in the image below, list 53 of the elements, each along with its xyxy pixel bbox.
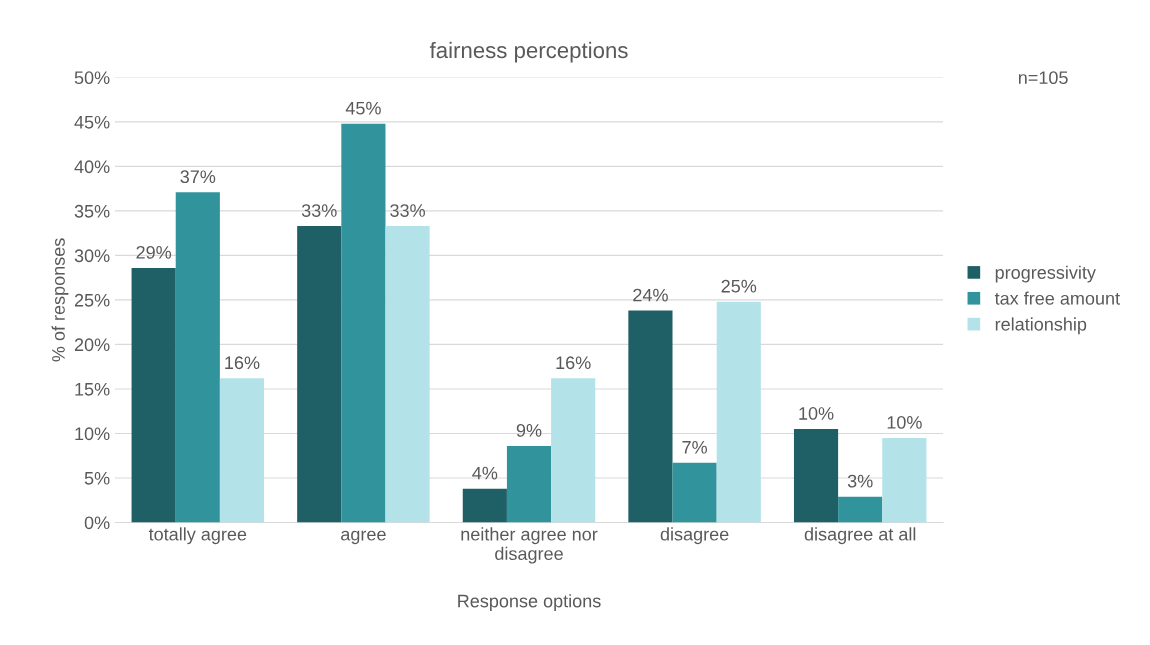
y-tick-label: 10% [75,427,110,441]
x-tick-label: disagree [660,527,729,545]
data-label: 24% [633,288,668,302]
data-label: 10% [887,415,922,429]
x-tick-label: totally agree [148,527,247,545]
data-label: 33% [390,204,425,217]
bar [341,123,386,523]
bar [672,462,717,523]
legend-label: tax free amount [994,291,1120,305]
bar [297,226,342,523]
y-tick-label: 45% [74,115,110,129]
data-label: 33% [301,204,337,217]
bar [175,192,220,523]
y-tick-label: 20% [74,338,110,352]
y-axis-title: % of responses [51,238,69,362]
y-tick-label: 50% [74,71,110,85]
data-label: 4% [472,466,498,480]
x-axis-title: Response options [458,594,601,611]
bar [385,226,430,523]
bar [131,267,176,523]
y-tick-label: 40% [74,160,110,174]
text: n=105 [1018,71,1068,85]
legend-label: relationship [995,317,1087,335]
data-label: 3% [847,474,873,488]
x-tick-label: disagree at all [804,527,916,545]
bar [506,445,552,523]
x-tick-label: agree [341,530,386,545]
data-label: 25% [721,279,757,293]
data-label: 16% [225,356,260,370]
bar [793,428,839,523]
bar [716,301,761,523]
bar [551,378,596,523]
chart-title: fairness perceptions [429,41,628,63]
bar [462,488,507,523]
legend-label: progressivity [995,265,1096,283]
data-label: 29% [136,245,172,259]
y-tick-label: 25% [74,293,110,307]
bar [838,496,883,523]
data-label: 9% [516,423,542,437]
bar [219,378,265,523]
x-tick-label: neither agree nor disagree [461,527,598,564]
y-tick-label: 30% [74,249,110,263]
y-tick-label: 15% [75,382,110,396]
y-tick-label: 35% [74,204,110,218]
data-label: 10% [799,407,834,420]
bar [882,437,927,523]
data-label: 37% [180,170,216,184]
y-tick-label: 5% [84,471,110,485]
bar [628,310,673,523]
data-label: 7% [682,440,708,454]
y-tick-label: 0% [84,516,110,530]
data-label: 16% [556,356,591,370]
data-label: 45% [345,101,381,115]
